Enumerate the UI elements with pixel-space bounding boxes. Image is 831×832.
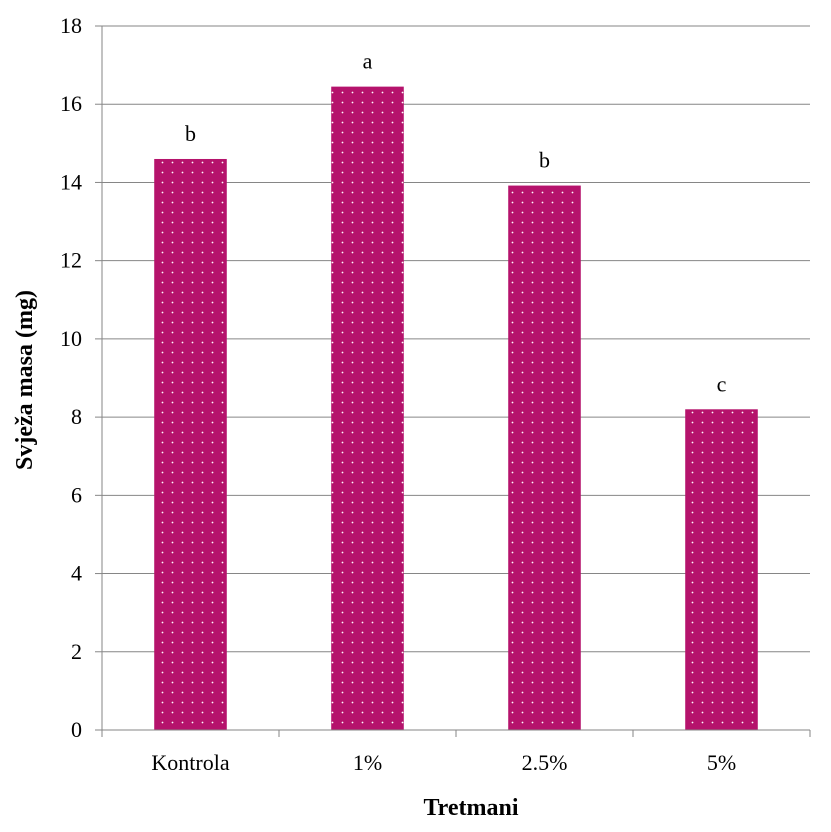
x-tick-label: 2.5% bbox=[522, 750, 568, 775]
y-tick-label: 10 bbox=[60, 326, 82, 351]
y-tick-label: 16 bbox=[60, 91, 82, 116]
x-tick-label: 1% bbox=[353, 750, 382, 775]
x-tick-label: 5% bbox=[707, 750, 736, 775]
bar-1% bbox=[331, 86, 404, 731]
bar-significance-label: b bbox=[185, 121, 196, 146]
y-tick-label: 4 bbox=[71, 561, 82, 586]
y-tick-label: 18 bbox=[60, 13, 82, 38]
y-tick-label: 8 bbox=[71, 404, 82, 429]
axes bbox=[95, 25, 811, 737]
y-tick-label: 6 bbox=[71, 482, 82, 507]
y-tick-label: 12 bbox=[60, 248, 82, 273]
bar-significance-label: a bbox=[363, 49, 373, 74]
labels: 0 2 4 6 8 10 12 14 16 18 b Kontrola a 1% b 2.5% c 5% bbox=[60, 13, 736, 775]
bars bbox=[154, 86, 758, 731]
y-tick-label: 0 bbox=[71, 717, 82, 742]
bar-2.5% bbox=[508, 185, 581, 730]
x-tick-label: Kontrola bbox=[151, 750, 229, 775]
bar-Kontrola bbox=[154, 158, 227, 730]
y-tick-label: 2 bbox=[71, 639, 82, 664]
y-axis-title: Svježa masa (mg) bbox=[12, 290, 38, 470]
y-tick-label: 14 bbox=[60, 169, 82, 194]
bar-significance-label: c bbox=[717, 371, 727, 396]
x-axis-title: Tretmani bbox=[423, 795, 518, 821]
bar-significance-label: b bbox=[539, 148, 550, 173]
bar-5% bbox=[685, 409, 758, 730]
